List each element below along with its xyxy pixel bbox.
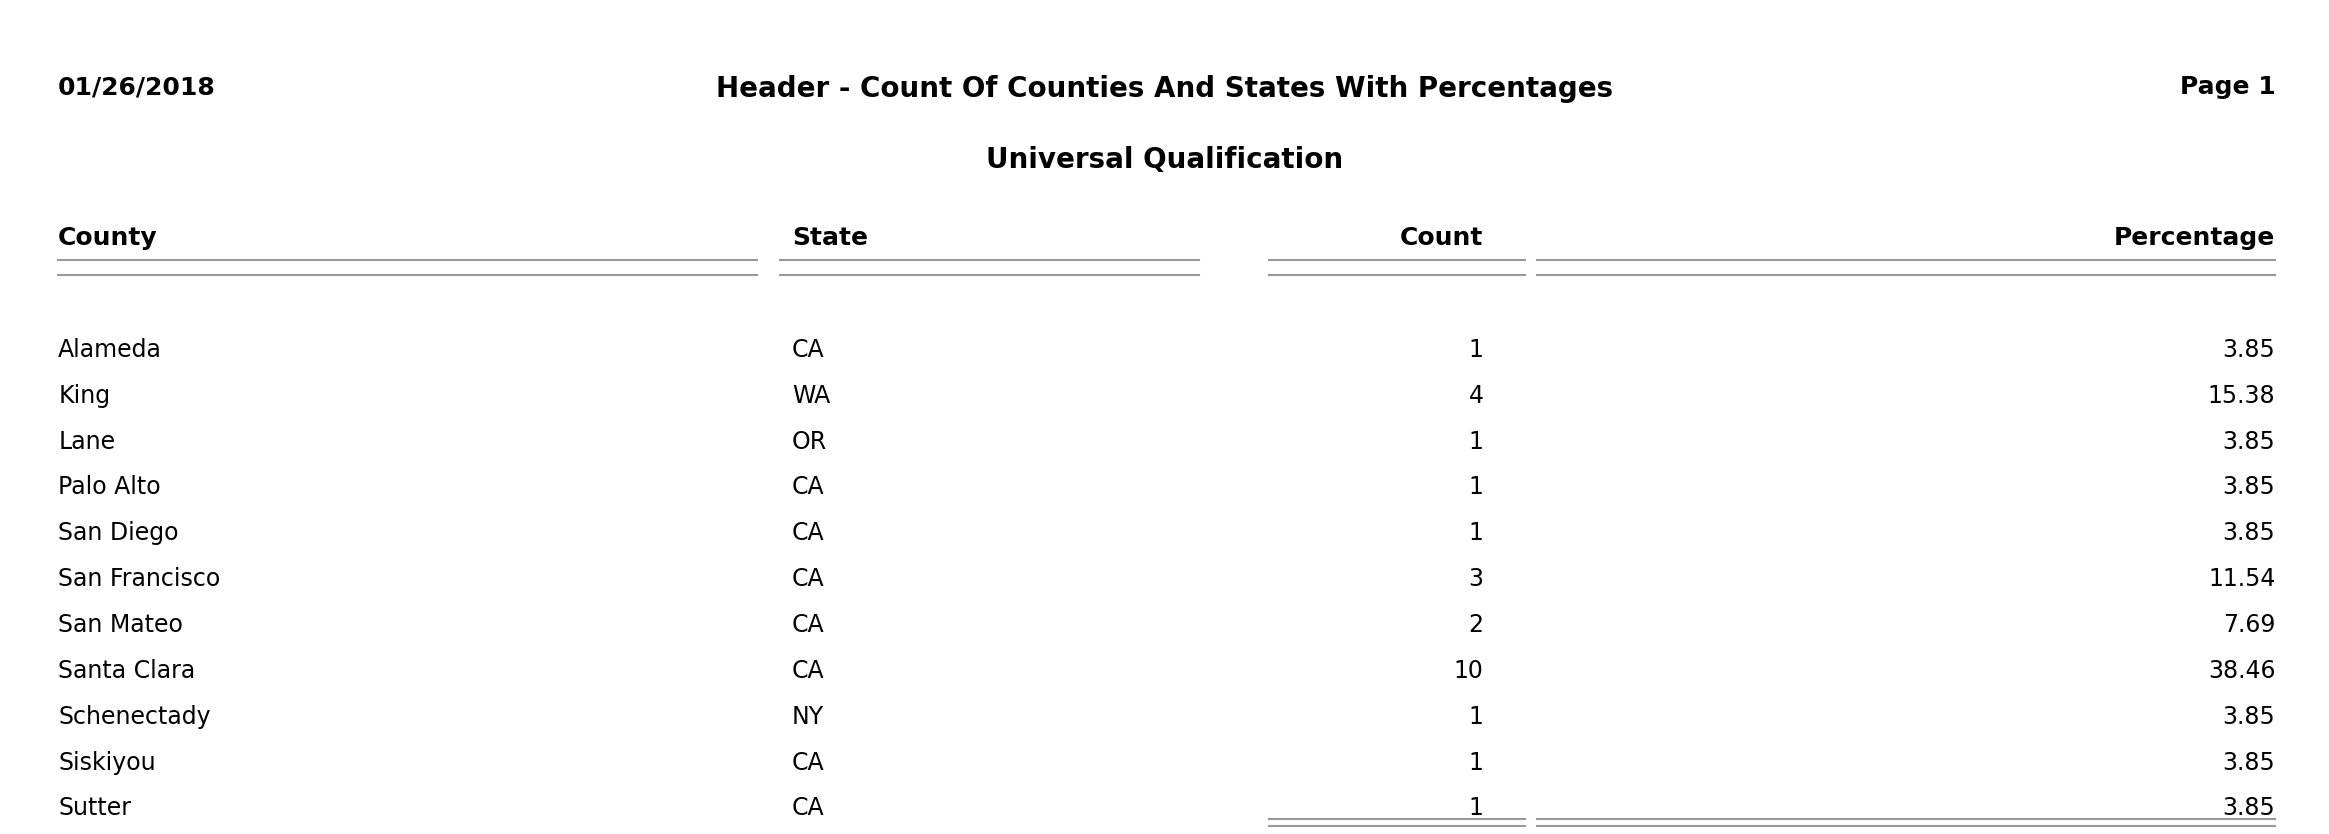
Text: Schenectady: Schenectady xyxy=(58,705,212,729)
Text: CA: CA xyxy=(792,751,824,775)
Text: Santa Clara: Santa Clara xyxy=(58,659,196,683)
Text: CA: CA xyxy=(792,796,824,821)
Text: 10: 10 xyxy=(1453,659,1484,683)
Text: 1: 1 xyxy=(1470,430,1484,454)
Text: Lane: Lane xyxy=(58,430,116,454)
Text: Percentage: Percentage xyxy=(2115,226,2275,250)
Text: 1: 1 xyxy=(1470,521,1484,545)
Text: CA: CA xyxy=(792,613,824,637)
Text: Siskiyou: Siskiyou xyxy=(58,751,156,775)
Text: Sutter: Sutter xyxy=(58,796,130,821)
Text: County: County xyxy=(58,226,158,250)
Text: 3.85: 3.85 xyxy=(2222,475,2275,500)
Text: 1: 1 xyxy=(1470,751,1484,775)
Text: 2: 2 xyxy=(1470,613,1484,637)
Text: Alameda: Alameda xyxy=(58,338,163,362)
Text: Count: Count xyxy=(1400,226,1484,250)
Text: San Mateo: San Mateo xyxy=(58,613,184,637)
Text: 3.85: 3.85 xyxy=(2222,751,2275,775)
Text: 1: 1 xyxy=(1470,475,1484,500)
Text: OR: OR xyxy=(792,430,827,454)
Text: WA: WA xyxy=(792,384,829,408)
Text: CA: CA xyxy=(792,659,824,683)
Text: CA: CA xyxy=(792,338,824,362)
Text: King: King xyxy=(58,384,109,408)
Text: 3.85: 3.85 xyxy=(2222,430,2275,454)
Text: CA: CA xyxy=(792,521,824,545)
Text: 01/26/2018: 01/26/2018 xyxy=(58,75,217,99)
Text: 1: 1 xyxy=(1470,705,1484,729)
Text: 38.46: 38.46 xyxy=(2208,659,2275,683)
Text: Header - Count Of Counties And States With Percentages: Header - Count Of Counties And States Wi… xyxy=(715,75,1614,103)
Text: 11.54: 11.54 xyxy=(2208,567,2275,591)
Text: 1: 1 xyxy=(1470,796,1484,821)
Text: Palo Alto: Palo Alto xyxy=(58,475,161,500)
Text: Universal Qualification: Universal Qualification xyxy=(985,146,1344,174)
Text: San Diego: San Diego xyxy=(58,521,179,545)
Text: NY: NY xyxy=(792,705,824,729)
Text: CA: CA xyxy=(792,475,824,500)
Text: 3.85: 3.85 xyxy=(2222,796,2275,821)
Text: 3.85: 3.85 xyxy=(2222,338,2275,362)
Text: 3.85: 3.85 xyxy=(2222,705,2275,729)
Text: Page 1: Page 1 xyxy=(2180,75,2275,99)
Text: 15.38: 15.38 xyxy=(2208,384,2275,408)
Text: San Francisco: San Francisco xyxy=(58,567,221,591)
Text: CA: CA xyxy=(792,567,824,591)
Text: 1: 1 xyxy=(1470,338,1484,362)
Text: 4: 4 xyxy=(1470,384,1484,408)
Text: 3: 3 xyxy=(1470,567,1484,591)
Text: State: State xyxy=(792,226,869,250)
Text: 7.69: 7.69 xyxy=(2224,613,2275,637)
Text: 3.85: 3.85 xyxy=(2222,521,2275,545)
